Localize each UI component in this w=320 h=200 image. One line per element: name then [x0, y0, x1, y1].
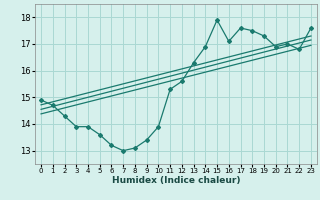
X-axis label: Humidex (Indice chaleur): Humidex (Indice chaleur) — [112, 176, 240, 185]
